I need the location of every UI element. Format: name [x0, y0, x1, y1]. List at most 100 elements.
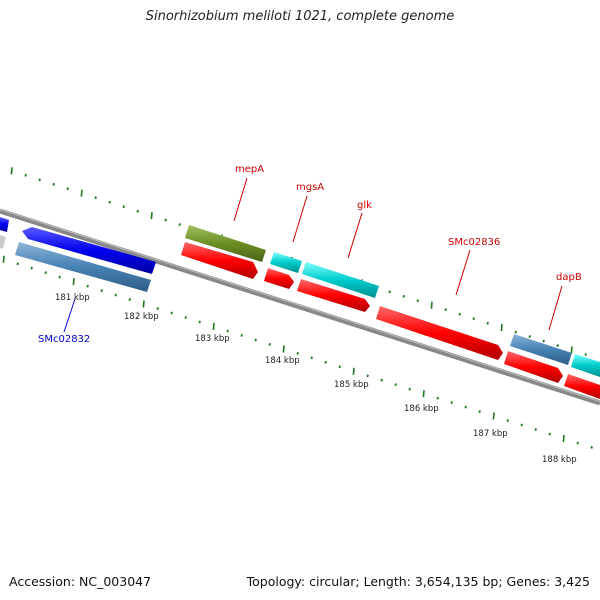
major-tick-mark	[500, 324, 503, 332]
gene-labels: mepA mgsA glk SMc02836 dapB SMc02832	[38, 164, 582, 345]
gene-feature-grey-edge[interactable]	[0, 235, 6, 249]
minor-tick-mark	[136, 209, 139, 213]
kbp-label-185: 185 kbp	[334, 380, 369, 390]
minor-tick-mark	[296, 351, 299, 355]
major-tick-mark	[212, 322, 215, 331]
minor-tick-mark	[590, 445, 593, 449]
minor-tick-mark	[388, 290, 391, 294]
kbp-label-188: 188 kbp	[542, 455, 577, 465]
minor-tick-mark	[338, 365, 341, 369]
minor-tick-mark	[128, 298, 131, 302]
minor-tick-mark	[534, 428, 537, 431]
minor-tick-mark	[52, 182, 55, 186]
gene-feature-red-1[interactable]	[181, 242, 258, 279]
major-tick-mark	[142, 300, 145, 308]
gene-feature-mepA[interactable]	[185, 225, 266, 262]
minor-tick-mark	[184, 316, 187, 319]
feature-track-reverse	[0, 227, 600, 399]
minor-tick-mark	[556, 344, 559, 348]
gene-feature-cyan-1[interactable]	[270, 252, 302, 273]
major-tick-mark	[570, 346, 573, 354]
gene-label-glk[interactable]: glk	[357, 200, 372, 211]
major-tick-mark	[282, 345, 285, 353]
minor-tick-mark	[86, 284, 89, 288]
minor-tick-mark	[30, 266, 33, 270]
topology-text: Topology: circular; Length: 3,654,135 bp…	[246, 574, 590, 589]
minor-tick-mark	[548, 432, 551, 436]
minor-tick-mark	[520, 423, 523, 427]
gene-feature-glk[interactable]	[302, 262, 379, 298]
minor-tick-mark	[44, 271, 47, 275]
kbp-label-181: 181 kbp	[55, 293, 90, 303]
minor-tick-mark	[178, 223, 181, 227]
minor-tick-mark	[464, 405, 467, 409]
minor-tick-mark	[94, 196, 97, 200]
gene-label-mgsA[interactable]: mgsA	[296, 182, 324, 193]
minor-tick-mark	[122, 205, 125, 209]
minor-tick-mark	[528, 335, 531, 339]
minor-tick-mark	[472, 317, 475, 321]
genome-backbone	[0, 208, 600, 406]
minor-tick-mark	[170, 311, 173, 315]
minor-tick-mark	[240, 333, 243, 337]
kbp-label-184: 184 kbp	[265, 356, 300, 366]
gene-leader-lines	[63, 177, 563, 333]
major-tick-mark	[72, 278, 75, 286]
gene-feature-red-5[interactable]	[504, 351, 563, 383]
gene-feature-SMc02836[interactable]	[376, 306, 503, 360]
major-tick-mark	[10, 167, 13, 175]
gene-feature-mgsA[interactable]	[264, 268, 294, 289]
gene-feature-cyan-2[interactable]	[571, 354, 600, 377]
minor-tick-mark	[542, 339, 545, 343]
gene-label-dapB[interactable]: dapB	[556, 272, 582, 283]
gene-feature-dapB[interactable]	[510, 334, 572, 365]
minor-tick-mark	[24, 173, 27, 177]
minor-tick-mark	[584, 353, 587, 356]
accession-text: Accession: NC_003047	[9, 574, 152, 589]
gene-label-mepA[interactable]: mepA	[235, 164, 264, 175]
gene-feature-red-6[interactable]	[564, 374, 600, 399]
minor-tick-mark	[114, 293, 117, 297]
minor-tick-mark	[486, 321, 489, 325]
minor-tick-mark	[268, 342, 271, 346]
minor-tick-mark	[58, 275, 61, 279]
minor-tick-mark	[450, 401, 453, 405]
minor-tick-mark	[38, 178, 41, 182]
major-tick-mark	[2, 255, 5, 263]
kbp-label-182: 182 kbp	[124, 312, 159, 322]
inner-tick-track	[2, 255, 593, 449]
minor-tick-mark	[416, 299, 419, 303]
kbp-label-187: 187 kbp	[473, 429, 508, 439]
gene-feature-SMc02832[interactable]	[15, 242, 151, 292]
kbp-label-186: 186 kbp	[404, 404, 439, 414]
major-tick-mark	[430, 301, 433, 309]
minor-tick-mark	[16, 262, 19, 266]
minor-tick-mark	[108, 200, 111, 204]
minor-tick-mark	[366, 374, 369, 378]
major-tick-mark	[80, 189, 83, 197]
minor-tick-mark	[164, 218, 167, 222]
gene-feature-blue-arrow[interactable]	[22, 227, 156, 274]
minor-tick-mark	[444, 308, 447, 312]
minor-tick-mark	[394, 383, 397, 387]
minor-tick-mark	[436, 396, 439, 400]
gene-feature-red-3[interactable]	[297, 279, 370, 312]
kbp-scale-labels: 181 kbp 182 kbp 183 kbp 184 kbp 185 kbp …	[55, 293, 577, 465]
minor-tick-mark	[66, 187, 69, 191]
gene-label-SMc02836[interactable]: SMc02836	[448, 237, 500, 248]
minor-tick-mark	[254, 338, 257, 342]
genome-title: Sinorhizobium meliloti 1021, complete ge…	[145, 9, 455, 24]
major-tick-mark	[562, 434, 565, 443]
minor-tick-mark	[576, 441, 579, 445]
minor-tick-mark	[310, 356, 313, 360]
major-tick-mark	[422, 390, 425, 398]
major-tick-mark	[352, 367, 355, 375]
feature-track-forward	[0, 217, 600, 377]
gene-feature-blue-edge[interactable]	[0, 217, 9, 232]
minor-tick-mark	[458, 312, 461, 316]
minor-tick-mark	[402, 294, 405, 298]
gene-label-SMc02832[interactable]: SMc02832	[38, 334, 90, 345]
major-tick-mark	[150, 212, 153, 220]
minor-tick-mark	[514, 330, 517, 334]
